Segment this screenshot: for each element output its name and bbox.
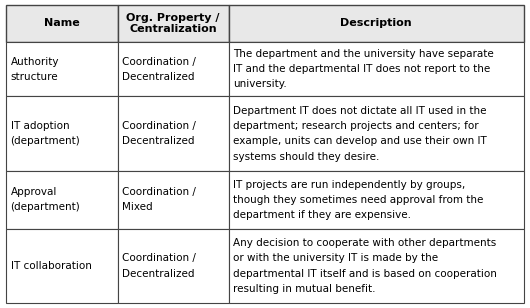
Text: department; research projects and centers; for: department; research projects and center… <box>233 121 479 131</box>
Text: or with the university IT is made by the: or with the university IT is made by the <box>233 253 438 263</box>
Text: Department IT does not dictate all IT used in the: Department IT does not dictate all IT us… <box>233 106 487 116</box>
Text: Authority: Authority <box>11 57 59 67</box>
Bar <box>118 42 229 96</box>
Bar <box>118 171 229 229</box>
Bar <box>6 42 118 96</box>
Bar <box>6 171 118 229</box>
Bar <box>6 5 118 42</box>
Text: Description: Description <box>340 18 412 28</box>
Text: IT and the departmental IT does not report to the: IT and the departmental IT does not repo… <box>233 64 490 74</box>
Text: IT adoption: IT adoption <box>11 121 69 131</box>
Text: Coordination /: Coordination / <box>122 253 196 263</box>
Text: IT collaboration: IT collaboration <box>11 261 92 271</box>
Text: Decentralized: Decentralized <box>122 269 195 278</box>
Text: Decentralized: Decentralized <box>122 136 195 146</box>
Bar <box>118 229 229 303</box>
Text: structure: structure <box>11 72 58 82</box>
Bar <box>229 171 524 229</box>
Text: departmental IT itself and is based on cooperation: departmental IT itself and is based on c… <box>233 269 497 278</box>
Text: The department and the university have separate: The department and the university have s… <box>233 49 494 59</box>
Text: Centralization: Centralization <box>129 24 217 34</box>
Text: systems should they desire.: systems should they desire. <box>233 152 379 162</box>
Text: Coordination /: Coordination / <box>122 57 196 67</box>
Text: resulting in mutual benefit.: resulting in mutual benefit. <box>233 284 376 294</box>
Text: Coordination /: Coordination / <box>122 121 196 131</box>
Bar <box>229 96 524 171</box>
Text: though they sometimes need approval from the: though they sometimes need approval from… <box>233 195 483 205</box>
Text: department if they are expensive.: department if they are expensive. <box>233 210 411 220</box>
Text: Decentralized: Decentralized <box>122 72 195 82</box>
Text: IT projects are run independently by groups,: IT projects are run independently by gro… <box>233 180 465 190</box>
Text: Org. Property /: Org. Property / <box>127 13 220 23</box>
Bar <box>118 5 229 42</box>
Text: Approval: Approval <box>11 187 57 197</box>
Text: Any decision to cooperate with other departments: Any decision to cooperate with other dep… <box>233 238 496 248</box>
Text: Name: Name <box>44 18 80 28</box>
Text: example, units can develop and use their own IT: example, units can develop and use their… <box>233 136 487 146</box>
Bar <box>6 96 118 171</box>
Bar <box>229 229 524 303</box>
Text: Coordination /: Coordination / <box>122 187 196 197</box>
Bar <box>6 229 118 303</box>
Bar <box>118 96 229 171</box>
Text: university.: university. <box>233 79 287 89</box>
Text: Mixed: Mixed <box>122 202 153 213</box>
Bar <box>229 5 524 42</box>
Text: (department): (department) <box>11 136 81 146</box>
Text: (department): (department) <box>11 202 81 213</box>
Bar <box>229 42 524 96</box>
